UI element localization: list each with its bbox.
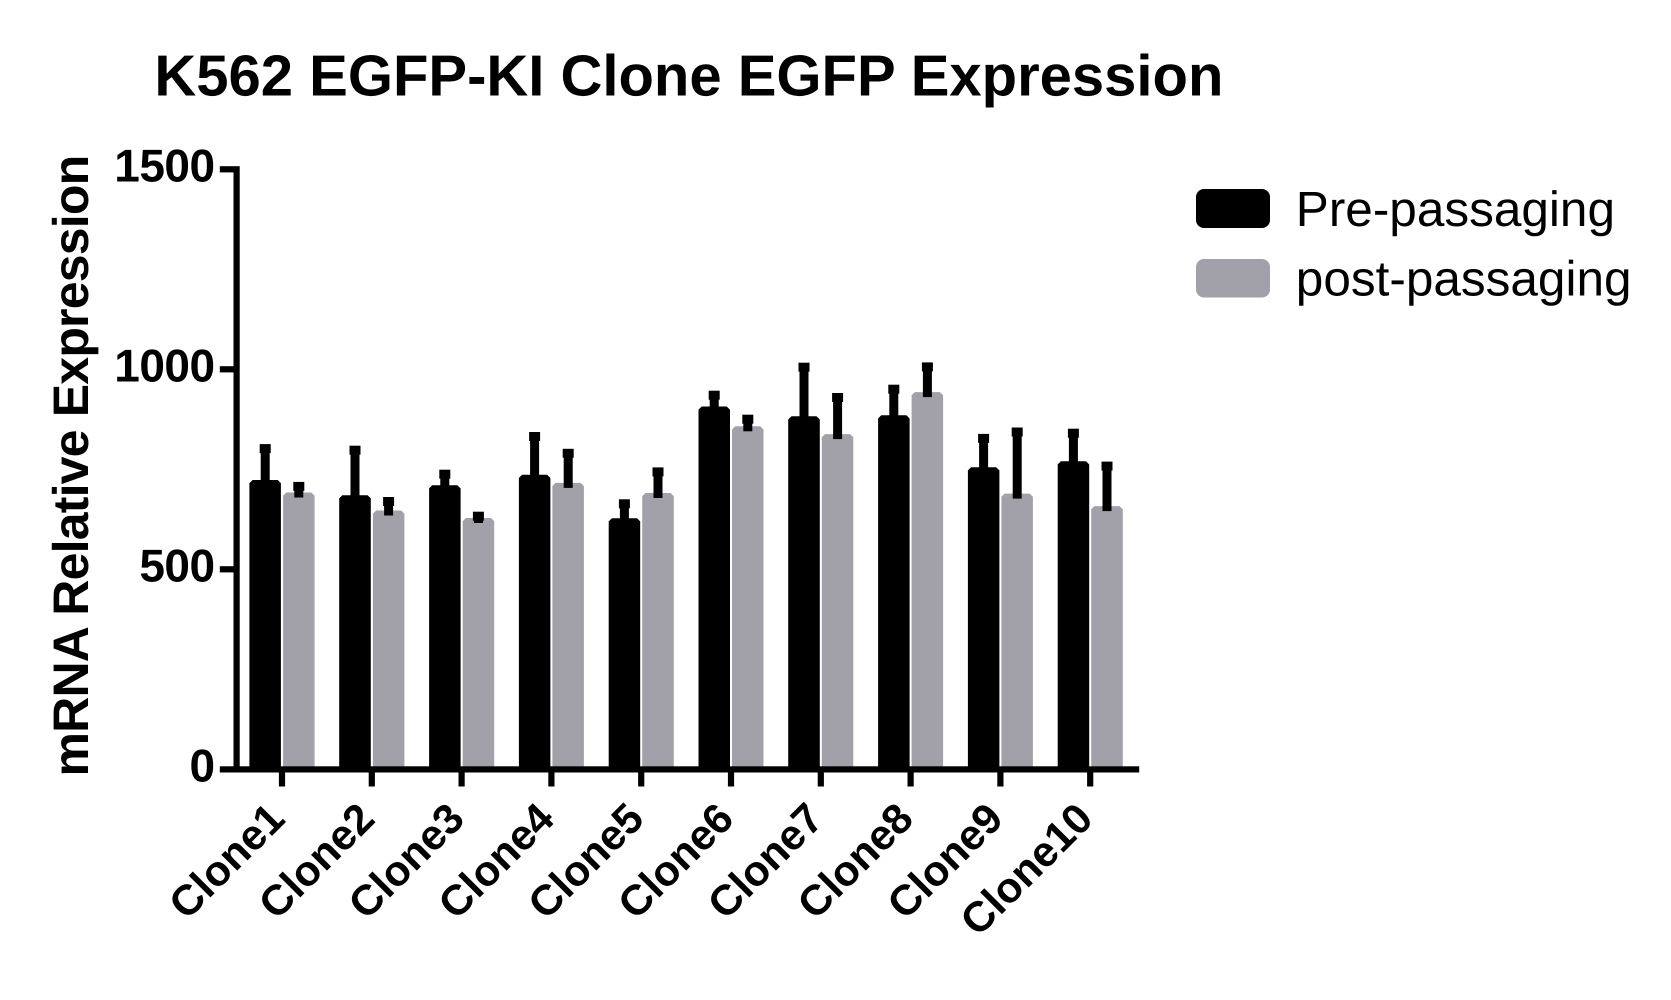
svg-text:1500: 1500 <box>114 140 214 192</box>
svg-text:0: 0 <box>190 740 215 792</box>
svg-text:Pre-passaging: Pre-passaging <box>1296 182 1615 237</box>
svg-text:K562 EGFP-KI Clone EGFP Expres: K562 EGFP-KI Clone EGFP Expression <box>154 44 1223 109</box>
svg-text:post-passaging: post-passaging <box>1296 252 1632 307</box>
svg-text:mRNA Relative Expression: mRNA Relative Expression <box>43 156 99 777</box>
svg-text:500: 500 <box>139 540 214 592</box>
svg-text:1000: 1000 <box>114 340 214 392</box>
